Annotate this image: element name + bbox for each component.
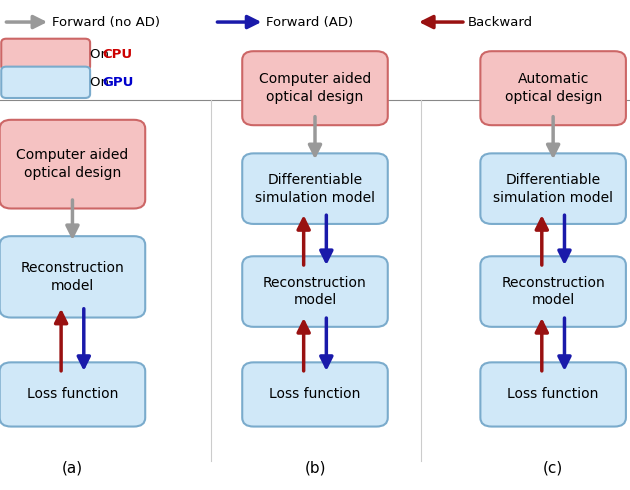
Text: Automatic
optical design: Automatic optical design [505,73,602,104]
Text: Loss function: Loss function [507,388,599,401]
Text: (b): (b) [304,461,326,475]
FancyBboxPatch shape [480,51,626,125]
FancyBboxPatch shape [242,362,387,426]
Text: GPU: GPU [102,76,134,89]
Text: (c): (c) [543,461,563,475]
Text: (a): (a) [62,461,83,475]
Text: On: On [90,48,113,61]
Text: Reconstruction
model: Reconstruction model [21,261,124,293]
FancyBboxPatch shape [0,120,145,209]
Text: Differentiable
simulation model: Differentiable simulation model [255,173,375,205]
Text: CPU: CPU [102,48,132,61]
Text: Backward: Backward [467,16,532,28]
FancyBboxPatch shape [480,153,626,224]
FancyBboxPatch shape [480,362,626,426]
FancyBboxPatch shape [1,39,90,70]
Text: Reconstruction
model: Reconstruction model [263,275,367,308]
FancyBboxPatch shape [1,67,90,98]
Text: Forward (no AD): Forward (no AD) [52,16,159,28]
Text: Forward (AD): Forward (AD) [266,16,353,28]
Text: Computer aided
optical design: Computer aided optical design [16,148,129,180]
FancyBboxPatch shape [0,362,145,426]
Text: Reconstruction
model: Reconstruction model [501,275,605,308]
FancyBboxPatch shape [242,153,387,224]
Text: Loss function: Loss function [26,388,118,401]
Text: On: On [90,76,113,89]
Text: Loss function: Loss function [269,388,361,401]
FancyBboxPatch shape [0,236,145,318]
FancyBboxPatch shape [242,51,387,125]
Text: Computer aided
optical design: Computer aided optical design [259,73,371,104]
FancyBboxPatch shape [480,256,626,327]
FancyBboxPatch shape [242,256,387,327]
Text: Differentiable
simulation model: Differentiable simulation model [493,173,613,205]
